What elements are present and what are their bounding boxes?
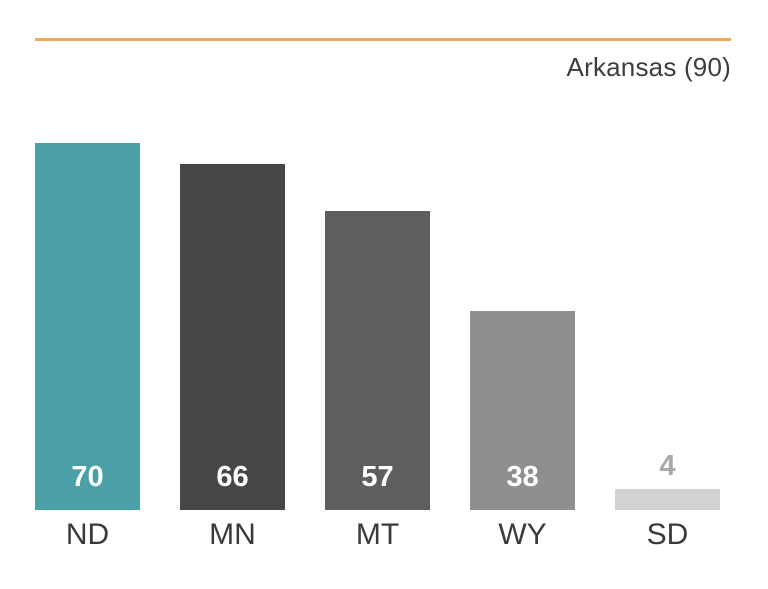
- bar-column-mt: 57: [325, 38, 430, 510]
- x-axis-label-mt: MT: [355, 518, 400, 551]
- bar-wy: 38: [470, 310, 575, 510]
- plot-area: 70 66 57 38 4: [35, 38, 735, 510]
- bar-value-mt: 57: [361, 461, 394, 493]
- bar-column-mn: 66: [180, 38, 285, 510]
- accent-rule: [35, 38, 731, 41]
- chart-title: Arkansas (90): [566, 52, 731, 82]
- bar-column-sd: 4: [615, 38, 720, 510]
- bar-mt: 57: [325, 211, 430, 510]
- x-axis-label-mn: MN: [209, 518, 256, 551]
- x-axis-label-wy: WY: [498, 518, 547, 551]
- x-axis-label-nd: ND: [65, 518, 110, 551]
- bar-value-nd: 70: [71, 461, 104, 493]
- bar-nd: 70: [35, 142, 140, 510]
- bar-column-wy: 38: [470, 38, 575, 510]
- x-axis-labels: ND MN MT WY SD: [35, 518, 735, 552]
- bar-column-nd: 70: [35, 38, 140, 510]
- x-axis-label-sd: SD: [646, 518, 689, 551]
- bar-value-mn: 66: [216, 461, 249, 493]
- bar-value-sd: 4: [659, 450, 676, 483]
- bar-sd: [615, 489, 720, 510]
- bar-mn: 66: [180, 163, 285, 510]
- bar-value-wy: 38: [506, 461, 539, 493]
